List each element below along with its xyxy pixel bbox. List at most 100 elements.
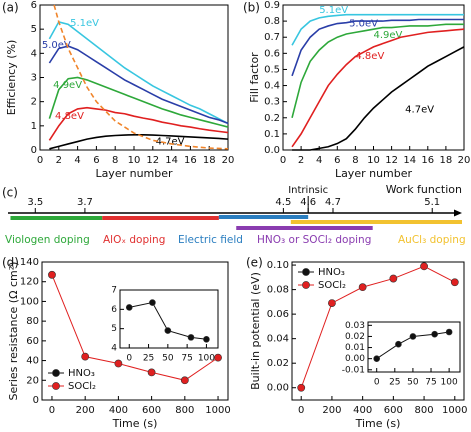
range-bar	[218, 215, 309, 219]
y-axis-label: Fill factor	[248, 52, 261, 103]
y-tick-label: -0.01	[342, 365, 365, 375]
x-tick-label: 6	[93, 155, 99, 166]
series-line	[300, 265, 456, 388]
x-tick-label: 2	[298, 155, 304, 166]
x-tick-label: 0	[49, 405, 55, 416]
data-point	[420, 262, 428, 271]
series-label: 4.9eV	[374, 30, 403, 41]
x-tick-label: 1000	[442, 405, 467, 416]
series-label: 4.9eV	[53, 80, 82, 91]
x-tick-label: 4	[74, 155, 80, 166]
legend-marker	[52, 382, 60, 390]
x-tick-label: 3.5	[27, 197, 43, 208]
x-tick-label: 400	[109, 405, 128, 416]
panel-label: (a)	[2, 1, 19, 15]
y-tick-label: 0.1	[264, 129, 280, 140]
y-tick-label: 0.7	[264, 32, 280, 43]
x-tick-label: 600	[142, 405, 161, 416]
x-tick-label: 4	[316, 155, 322, 166]
data-point	[48, 270, 56, 279]
axis-arrow	[454, 209, 462, 217]
x-tick-label: 0	[374, 378, 380, 388]
x-tick-label: 0	[280, 155, 286, 166]
range-bar	[102, 216, 219, 220]
plot-frame	[41, 261, 229, 401]
x-tick-label: 50	[162, 354, 174, 364]
x-tick-label: 8	[352, 155, 358, 166]
y-tick-label: 0	[31, 145, 37, 156]
data-point	[203, 335, 210, 343]
y-tick-label: 0.06	[267, 309, 289, 320]
y-tick-label: 0.4	[264, 81, 280, 92]
series-label: 5.0eV	[349, 19, 378, 30]
x-tick-label: 14	[165, 155, 178, 166]
x-tick-label: 100	[441, 378, 458, 388]
y-tick-label: 4	[111, 344, 117, 354]
series-line	[291, 23, 464, 118]
x-tick-label: 400	[353, 405, 372, 416]
range-bar	[290, 220, 462, 224]
y-tick-label: 0	[33, 395, 39, 406]
data-point	[373, 355, 380, 362]
x-tick-label: 800	[415, 405, 434, 416]
range-label: Electric field	[178, 234, 243, 246]
series-line	[48, 76, 229, 128]
data-point	[214, 353, 222, 362]
legend-label: HNO₃	[68, 368, 95, 379]
data-point	[297, 383, 306, 392]
series-label: 4.8eV	[55, 111, 84, 122]
data-point	[147, 368, 156, 377]
series-line	[51, 274, 219, 381]
x-axis-label: Layer number	[335, 167, 413, 180]
data-point	[445, 328, 453, 336]
range-label: Viologen doping	[5, 234, 90, 246]
range-bar	[10, 216, 103, 220]
x-tick-label: 0	[298, 405, 304, 416]
y-tick-label: 20	[26, 375, 39, 386]
x-tick-label: 18	[203, 155, 216, 166]
y-tick-label: 0.02	[345, 332, 365, 342]
x-tick-label: 6	[334, 155, 340, 166]
y-tick-label: 0.03	[345, 321, 365, 331]
panel-label: (c)	[2, 186, 18, 200]
x-tick-label: 0	[37, 155, 43, 166]
data-point	[358, 283, 367, 292]
y-tick-label: 100	[20, 296, 39, 307]
x-tick-label: 1000	[205, 405, 230, 416]
series-line	[292, 46, 465, 151]
legend-label: HNO₃	[318, 267, 345, 278]
y-tick-label: 7	[111, 286, 117, 296]
range-label: AlOₓ doping	[103, 234, 165, 246]
plot-frame	[291, 261, 465, 401]
y-tick-label: 0.04	[267, 334, 289, 345]
data-point	[164, 327, 172, 334]
y-tick-label: 6	[111, 305, 117, 315]
series-label: 5.1eV	[70, 18, 99, 29]
series-label: 4.8eV	[355, 51, 384, 62]
y-tick-label: 0.9	[264, 0, 280, 11]
legend-marker	[52, 369, 60, 377]
x-tick-label: 75	[425, 378, 436, 388]
data-point	[395, 340, 402, 348]
y-tick-label: 6	[31, 0, 37, 11]
y-tick-label: 0.8	[264, 16, 280, 27]
x-axis-label: Time (s)	[355, 417, 401, 430]
y-tick-label: 0.00	[345, 354, 365, 364]
x-tick-label: 2	[56, 155, 62, 166]
x-tick-label: 20	[458, 155, 471, 166]
y-tick-label: 0.0	[264, 145, 280, 156]
y-tick-label: 0.00	[267, 383, 289, 394]
data-point	[114, 359, 123, 368]
x-axis-label: Layer number	[95, 167, 173, 180]
legend-marker	[302, 281, 310, 289]
x-tick-label: 4.7	[325, 197, 341, 208]
series-line	[291, 18, 464, 77]
x-tick-label: 10	[128, 155, 141, 166]
y-axis-label: Series resistance (Ω cm²)	[7, 262, 20, 401]
legend-label: SOCl₂	[68, 381, 96, 392]
legend-marker	[302, 268, 310, 276]
range-label: HNO₃ or SOCl₂ doping	[257, 234, 371, 246]
data-point	[125, 304, 133, 311]
x-tick-label: 800	[175, 405, 194, 416]
x-tick-label: 600	[384, 405, 403, 416]
